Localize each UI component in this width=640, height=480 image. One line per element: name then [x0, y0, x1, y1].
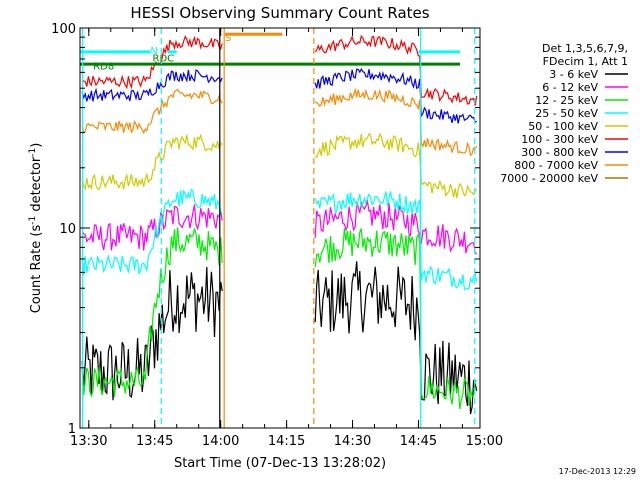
y-tick-label: 10: [59, 222, 76, 237]
series-trace-5: [314, 34, 478, 106]
generation-timestamp: 17-Dec-2013 12:29: [559, 467, 636, 476]
legend-label-3: 25 - 50 keV: [535, 107, 598, 120]
legend-label-8: 7000 - 20000 keV: [500, 172, 598, 185]
series-trace-0: [314, 261, 478, 415]
series-trace-6: [314, 67, 478, 124]
flag-label-rdc: RDC: [153, 53, 175, 64]
y-axis-label-mid: detector: [29, 156, 44, 216]
series-trace-4: [81, 133, 223, 191]
legend: Det 1,3,5,6,7,9, FDecim 1, Att 1 3 - 6 k…: [500, 42, 628, 185]
legend-header-2: FDecim 1, Att 1: [543, 55, 628, 68]
series-trace-6: [81, 69, 223, 102]
x-tick-label: 13:45: [136, 434, 173, 449]
y-axis-label-end: ): [29, 143, 44, 148]
x-tick-label: 14:30: [334, 434, 371, 449]
legend-label-1: 6 - 12 keV: [542, 81, 598, 94]
axes-layer: 13:30 13:45 14:00 14:15 14:30 14:45 15:00 1 10 10…: [51, 22, 503, 449]
legend-label-5: 100 - 300 keV: [521, 133, 598, 146]
series-trace-2: [314, 228, 478, 410]
series-trace-4: [314, 132, 478, 199]
legend-label-4: 50 - 100 keV: [528, 120, 598, 133]
x-tick-label: 14:00: [202, 434, 239, 449]
y-tick-label: 1: [68, 422, 76, 437]
series-trace-3: [81, 188, 223, 276]
series-trace-5: [82, 35, 223, 90]
series-trace-3: [314, 191, 478, 290]
x-tick-label: 13:30: [70, 434, 107, 449]
series-trace-7: [81, 88, 223, 135]
y-axis-label-main: Count Rate (s: [29, 225, 44, 314]
flag-label-s: S: [225, 33, 231, 44]
flag-label-n: N: [150, 46, 157, 57]
legend-header-1: Det 1,3,5,6,7,9,: [542, 42, 628, 55]
x-tick-label: 15:00: [466, 434, 503, 449]
y-axis-label-sup2: -1: [28, 148, 38, 157]
series-trace-1: [81, 204, 223, 251]
legend-label-6: 300 - 800 keV: [521, 146, 598, 159]
series-trace-2: [81, 227, 223, 398]
flag-label-rd8: RD8: [93, 62, 114, 73]
y-axis-label: Count Rate (s-1 detector-1): [28, 143, 44, 314]
legend-label-7: 800 - 7000 keV: [514, 159, 598, 172]
x-tick-label: 14:15: [268, 434, 305, 449]
y-axis-label-sup1: -1: [28, 216, 38, 225]
x-axis-label: Start Time (07-Dec-13 13:28:02): [174, 456, 386, 471]
series-trace-7: [314, 87, 478, 157]
y-tick-label: 100: [51, 22, 76, 37]
chart-title: HESSI Observing Summary Count Rates: [130, 4, 429, 22]
series-trace-1: [314, 199, 478, 255]
series-layer: [81, 34, 478, 415]
legend-label-2: 12 - 25 keV: [535, 94, 598, 107]
legend-label-0: 3 - 6 keV: [549, 68, 598, 81]
x-tick-label: 14:45: [400, 434, 437, 449]
